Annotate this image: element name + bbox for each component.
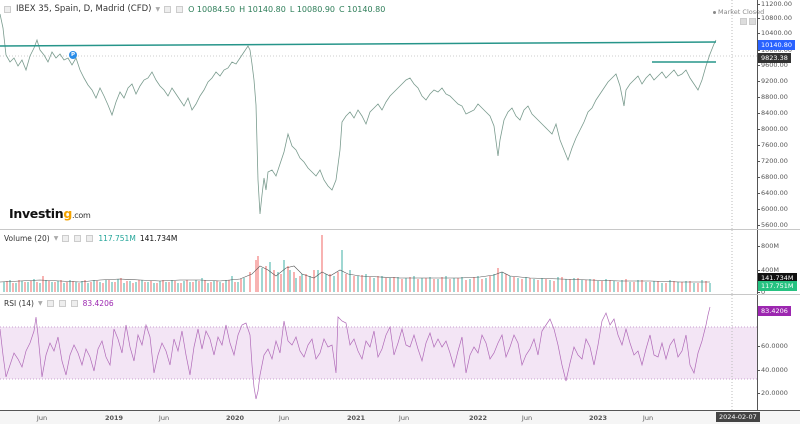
settings-icon[interactable]: [62, 235, 70, 242]
eye-icon[interactable]: [74, 235, 82, 242]
chevron-down-icon[interactable]: ▼: [53, 235, 59, 242]
high-value: H 10140.80: [239, 4, 286, 14]
cursor-date-tag: 2024-02-07: [716, 412, 760, 422]
volume-label[interactable]: Volume (20): [4, 234, 50, 243]
close-icon[interactable]: [70, 300, 78, 307]
symbol-legend: IBEX 35, Spain, D, Madrid (CFD) ▼ O 1008…: [4, 4, 385, 14]
time-label: 2019: [104, 414, 124, 422]
eye-icon[interactable]: [58, 300, 66, 307]
settings-icon[interactable]: [164, 5, 172, 13]
volume-ma-tag: 141.734M: [758, 273, 797, 283]
price-tick: 7600.00: [757, 141, 788, 149]
time-label: Jun: [158, 414, 170, 422]
price-tick: 9600.00: [757, 61, 788, 69]
rsi-label[interactable]: RSI (14): [4, 299, 34, 308]
price-axis[interactable]: 11200.00 10800.00 10400.00 10000.00 9600…: [756, 0, 800, 229]
volume-value: 117.751M: [98, 234, 136, 243]
price-tick: 8000.00: [757, 125, 788, 133]
time-label: Jun: [398, 414, 410, 422]
time-label: Jun: [36, 414, 48, 422]
volume-ma-value: 141.734M: [139, 234, 178, 243]
investing-logo: Investing.com: [9, 206, 91, 221]
settings-icon[interactable]: [46, 300, 54, 307]
market-status: Market Closed: [713, 8, 764, 16]
volume-tick: 800M: [756, 242, 780, 250]
symbol-title[interactable]: IBEX 35, Spain, D, Madrid (CFD): [16, 4, 152, 14]
restore-pane-icon[interactable]: [749, 18, 756, 25]
price-tick: 6000.00: [757, 205, 788, 213]
price-tick: 10800.00: [756, 14, 793, 22]
volume-tick: 0: [756, 288, 766, 296]
pane-divider[interactable]: [0, 229, 800, 230]
price-tick: 11200.00: [756, 0, 793, 8]
low-value: L 10080.90: [289, 4, 335, 14]
price-tick: 8400.00: [757, 109, 788, 117]
rsi-value: 83.4206: [82, 299, 114, 308]
rsi-value-tag: 83.4206: [758, 306, 791, 316]
price-pane[interactable]: P IBEX 35, Spain, D, Madrid (CFD) ▼ O 10…: [0, 0, 757, 229]
chevron-down-icon[interactable]: ▼: [155, 5, 161, 13]
time-label: 2021: [346, 414, 366, 422]
rsi-chart-svg: [0, 295, 757, 410]
price-tick: 6800.00: [757, 173, 788, 181]
time-label: 2020: [225, 414, 245, 422]
time-label: 2023: [588, 414, 608, 422]
price-chart-svg: [0, 0, 757, 229]
volume-chart-svg: [0, 230, 733, 294]
close-icon[interactable]: [86, 235, 94, 242]
rsi-tick: 60.0000: [757, 342, 788, 350]
time-axis[interactable]: Jun 2019 Jun 2020 Jun 2021 Jun 2022 Jun …: [0, 410, 800, 424]
volume-tag: 117.751M: [758, 281, 797, 291]
rsi-legend: RSI (14) ▼ 83.4206: [4, 299, 114, 308]
price-tick: 7200.00: [757, 157, 788, 165]
rsi-tick: 20.0000: [757, 389, 788, 397]
close-value: C 10140.80: [339, 4, 386, 14]
price-tick: 8800.00: [757, 93, 788, 101]
pane-controls: [740, 18, 756, 25]
volume-legend: Volume (20) ▼ 117.751M 141.734M: [4, 234, 177, 243]
maximize-pane-icon[interactable]: [740, 18, 747, 25]
time-label: 2022: [468, 414, 488, 422]
status-dot-icon: [713, 10, 716, 14]
pane-divider[interactable]: [0, 294, 800, 295]
collapse-icon[interactable]: [4, 5, 11, 13]
last-price-tag: 10140.80: [758, 40, 796, 50]
volume-tick: 400M: [756, 266, 780, 274]
chevron-down-icon[interactable]: ▼: [37, 300, 43, 307]
rsi-pane[interactable]: RSI (14) ▼ 83.4206: [0, 295, 757, 410]
volume-pane[interactable]: Volume (20) ▼ 117.751M 141.734M: [0, 230, 757, 294]
price-tick: 9200.00: [757, 77, 788, 85]
price-tick: 6400.00: [757, 189, 788, 197]
event-badge[interactable]: P: [69, 51, 77, 59]
price-tick: 10400.00: [756, 29, 793, 37]
price-tick: 10000.00: [756, 46, 793, 54]
price-tick: 5600.00: [757, 221, 788, 229]
time-label: Jun: [521, 414, 533, 422]
rsi-tick: 40.0000: [757, 366, 788, 374]
open-value: O 10084.50: [188, 4, 236, 14]
rsi-axis[interactable]: 60.0000 40.0000 20.0000: [757, 295, 800, 410]
level-price-tag: 9823.38: [758, 53, 791, 63]
time-label: Jun: [278, 414, 290, 422]
eye-icon[interactable]: [176, 5, 184, 13]
volume-axis[interactable]: 800M 400M 0: [756, 230, 800, 296]
time-label: Jun: [642, 414, 654, 422]
